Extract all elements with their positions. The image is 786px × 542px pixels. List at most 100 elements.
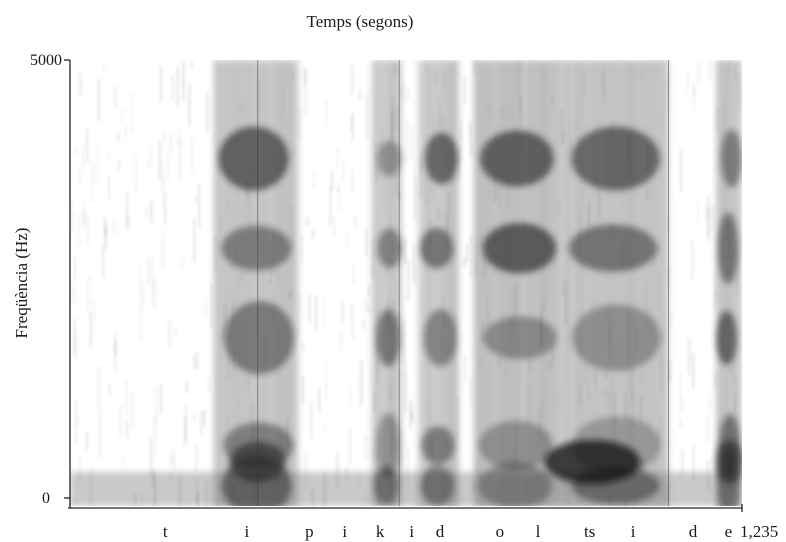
striation bbox=[250, 60, 252, 506]
striation bbox=[398, 60, 401, 506]
noise-streak bbox=[79, 169, 82, 181]
striation bbox=[583, 60, 586, 506]
formant bbox=[377, 140, 403, 177]
formant bbox=[221, 225, 292, 271]
noise-streak bbox=[358, 472, 361, 486]
striation bbox=[529, 60, 532, 506]
noise-streak bbox=[197, 350, 200, 368]
noise-streak bbox=[167, 154, 170, 180]
striation bbox=[271, 60, 274, 506]
noise-streak bbox=[490, 504, 493, 506]
noise-streak bbox=[345, 233, 348, 247]
noise-streak bbox=[91, 159, 94, 203]
noise-streak bbox=[82, 144, 85, 171]
noise-streak bbox=[121, 109, 124, 123]
noise-streak bbox=[126, 192, 128, 230]
striation bbox=[214, 60, 216, 506]
noise-streak bbox=[160, 384, 163, 414]
noise-streak bbox=[298, 106, 301, 141]
noise-streak bbox=[147, 158, 150, 170]
noise-streak bbox=[406, 119, 409, 162]
noise-streak bbox=[304, 70, 307, 115]
noise-streak bbox=[415, 465, 418, 506]
noise-streak bbox=[706, 414, 709, 445]
noise-streak bbox=[407, 446, 410, 487]
noise-streak bbox=[205, 479, 208, 506]
noise-streak bbox=[152, 469, 155, 488]
noise-streak bbox=[693, 82, 696, 114]
striation bbox=[374, 60, 377, 506]
noise-streak bbox=[172, 447, 175, 472]
noise-streak bbox=[125, 379, 128, 416]
noise-streak bbox=[155, 386, 158, 427]
striation bbox=[512, 60, 514, 506]
noise-streak bbox=[185, 381, 188, 393]
noise-streak bbox=[336, 451, 339, 487]
noise-streak bbox=[150, 199, 153, 223]
noise-streak bbox=[468, 120, 471, 137]
noise-streak bbox=[336, 146, 339, 170]
noise-streak bbox=[70, 278, 73, 303]
striation bbox=[650, 60, 652, 506]
noise-streak bbox=[162, 175, 165, 210]
voiced-band bbox=[473, 60, 563, 506]
striation bbox=[380, 60, 383, 506]
striation bbox=[235, 60, 237, 506]
noise-streak bbox=[713, 275, 716, 313]
striation bbox=[217, 60, 219, 506]
noise-streak bbox=[108, 149, 111, 162]
noise-streak bbox=[404, 361, 407, 378]
striation bbox=[292, 60, 295, 506]
striation bbox=[424, 60, 426, 506]
noise-streak bbox=[164, 193, 167, 225]
noise-streak bbox=[463, 257, 466, 268]
noise-streak bbox=[97, 78, 100, 122]
noise-streak bbox=[203, 410, 206, 426]
noise-streak bbox=[696, 202, 699, 224]
noise-streak bbox=[463, 76, 466, 104]
striation bbox=[473, 60, 476, 506]
noise-streak bbox=[83, 212, 86, 225]
formant bbox=[420, 465, 455, 506]
striation bbox=[268, 60, 271, 506]
striation bbox=[453, 60, 455, 506]
striation bbox=[538, 60, 541, 506]
noise-streak bbox=[74, 399, 77, 444]
striation bbox=[283, 60, 286, 506]
phoneme-label: l bbox=[536, 522, 541, 541]
phoneme-label: p bbox=[305, 522, 314, 541]
noise-streak bbox=[92, 300, 95, 332]
noise-streak bbox=[302, 375, 305, 404]
striation bbox=[418, 60, 420, 506]
striation bbox=[429, 60, 432, 506]
noise-streak bbox=[351, 306, 354, 340]
noise-streak bbox=[86, 129, 89, 164]
striation bbox=[647, 60, 649, 506]
striation bbox=[371, 60, 374, 506]
striation bbox=[659, 60, 662, 506]
striation bbox=[656, 60, 659, 506]
noise-streak bbox=[323, 473, 326, 506]
striation bbox=[526, 60, 529, 506]
formant bbox=[715, 310, 738, 366]
noise-streak bbox=[318, 388, 321, 412]
noise-streak bbox=[407, 258, 410, 301]
striation bbox=[229, 60, 231, 506]
noise-streak bbox=[412, 245, 415, 284]
noise-streak bbox=[364, 435, 367, 460]
noise-streak bbox=[350, 302, 353, 319]
formant bbox=[373, 465, 399, 506]
low-formant-e bbox=[715, 440, 742, 484]
striation bbox=[241, 60, 243, 506]
striation bbox=[644, 60, 646, 506]
phoneme-label: ts bbox=[584, 522, 595, 541]
striation bbox=[556, 60, 559, 506]
noise-streak bbox=[113, 219, 116, 235]
noise-streak bbox=[208, 377, 211, 392]
striation bbox=[598, 60, 601, 506]
noise-streak bbox=[195, 352, 198, 369]
noise-streak bbox=[691, 240, 694, 280]
voiced-band bbox=[371, 60, 403, 506]
noise-streak bbox=[198, 184, 201, 228]
